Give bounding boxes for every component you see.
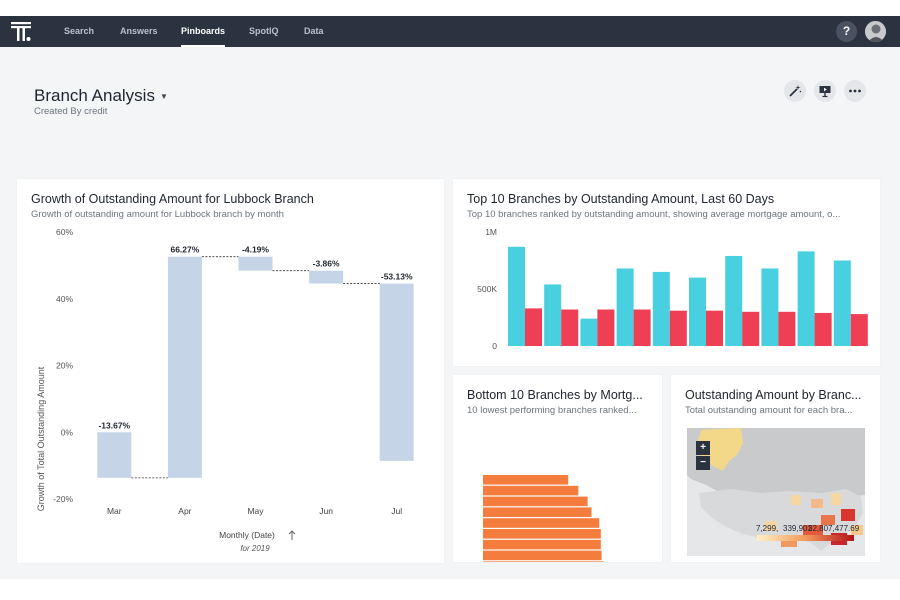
x-tick-label: Jun	[319, 506, 333, 516]
bar	[525, 308, 542, 346]
bar	[616, 268, 634, 346]
data-label: 66.27%	[170, 245, 199, 255]
y-tick-label: 20%	[56, 361, 73, 371]
y-tick-label: 0%	[61, 427, 74, 437]
map-legend-max: 32,807,477.69	[808, 524, 860, 533]
state-region	[791, 495, 801, 505]
bar	[483, 518, 600, 528]
bar	[742, 311, 760, 346]
y-tick-label: 0	[492, 341, 497, 351]
waterfall-bar	[379, 283, 414, 461]
nav-item-pinboards[interactable]: Pinboards	[181, 16, 226, 47]
data-label: -3.86%	[313, 259, 340, 269]
bar	[725, 255, 743, 346]
zoom-in-button[interactable]: +	[696, 441, 710, 455]
bar	[706, 310, 723, 346]
state-region	[851, 525, 863, 535]
bar	[561, 309, 579, 346]
bar	[483, 475, 569, 485]
x-tick-label: Jul	[391, 506, 402, 516]
bar	[483, 529, 601, 539]
y-tick-label: 40%	[56, 294, 73, 304]
nav-item-data[interactable]: Data	[304, 26, 324, 36]
bar	[483, 561, 604, 562]
state-region	[811, 499, 823, 508]
sort-arrow-icon[interactable]	[288, 530, 296, 540]
avatar[interactable]	[865, 21, 886, 42]
bar	[483, 550, 602, 561]
help-button[interactable]: ?	[836, 21, 857, 42]
x-axis-sublabel: for 2019	[240, 544, 270, 553]
top10-bar-chart[interactable]: 0 500K 1M	[453, 179, 880, 366]
bar	[597, 309, 615, 346]
x-tick-label: Mar	[107, 506, 122, 516]
created-by-label: Created By credit	[34, 106, 108, 117]
waterfall-bar	[238, 256, 273, 271]
state-region	[841, 509, 855, 521]
more-icon	[849, 89, 861, 93]
bar	[483, 496, 588, 507]
map-legend-mid: 339,901	[783, 524, 812, 533]
waterfall-chart[interactable]: Growth of Total Outstanding Amount Month…	[17, 179, 444, 563]
bar	[652, 271, 670, 346]
x-tick-label: Apr	[178, 506, 191, 516]
top10-branches-card[interactable]: Top 10 Branches by Outstanding Amount, L…	[453, 179, 880, 366]
present-button[interactable]	[814, 80, 836, 102]
waterfall-bar	[97, 432, 132, 478]
x-tick-label: May	[247, 506, 264, 516]
spotiq-analyze-button[interactable]	[784, 80, 806, 102]
y-tick-label: 1M	[485, 227, 497, 237]
thoughtspot-logo-icon[interactable]	[11, 21, 31, 42]
waterfall-bar	[167, 256, 202, 478]
chevron-down-icon[interactable]: ▼	[160, 92, 168, 101]
bar	[483, 507, 592, 517]
bar	[850, 314, 868, 346]
map-legend-gradient	[757, 535, 854, 541]
state-region	[831, 493, 841, 505]
pinboard-page: Branch Analysis ▼ Created By credit Grow…	[0, 47, 900, 579]
more-options-button[interactable]	[844, 80, 866, 102]
data-label: -53.13%	[381, 272, 413, 282]
y-tick-label: 500K	[477, 284, 497, 294]
state-region	[765, 521, 777, 531]
bar	[580, 318, 598, 346]
state-region	[821, 515, 835, 525]
waterfall-chart-card[interactable]: Growth of Outstanding Amount for Lubbock…	[17, 179, 444, 563]
nav-item-answers[interactable]: Answers	[120, 26, 158, 36]
outstanding-map-card[interactable]: Outstanding Amount by Branc... Total out…	[671, 375, 880, 562]
bar	[483, 485, 579, 496]
waterfall-bar	[309, 270, 344, 284]
y-tick-label: 60%	[56, 227, 73, 237]
bottom10-bar-chart[interactable]: 05M10M15M20M	[453, 375, 662, 562]
top-margin	[0, 0, 900, 16]
bar	[689, 277, 706, 346]
y-tick-label: -20%	[53, 494, 73, 504]
bar	[814, 312, 832, 346]
bar	[544, 284, 562, 346]
data-label: -13.67%	[98, 420, 130, 430]
bar	[797, 251, 815, 346]
map-legend-min: 7,299,	[756, 524, 778, 533]
bottom-margin	[0, 579, 900, 600]
bar	[483, 539, 601, 550]
bar	[778, 311, 796, 346]
top-nav-bar: Search Answers Pinboards SpotIQ Data ?	[0, 16, 900, 47]
nav-item-spotiq[interactable]: SpotIQ	[249, 26, 279, 36]
data-label: -4.19%	[242, 245, 269, 255]
user-avatar-icon	[865, 21, 886, 42]
choropleth-map[interactable]: 7,299, 339,901 32,807,477.69	[671, 375, 880, 562]
page-title[interactable]: Branch Analysis	[34, 86, 155, 105]
present-icon	[819, 86, 831, 98]
x-axis-label: Monthly (Date)	[219, 530, 275, 540]
bar	[761, 268, 779, 346]
zoom-out-button[interactable]: −	[696, 456, 710, 470]
bar	[633, 309, 651, 346]
bar	[833, 260, 851, 346]
bar	[669, 310, 687, 346]
bottom10-branches-card[interactable]: Bottom 10 Branches by Mortg... 10 lowest…	[453, 375, 662, 562]
y-axis-label: Growth of Total Outstanding Amount	[36, 366, 46, 511]
nav-item-search[interactable]: Search	[64, 26, 95, 36]
magic-wand-icon	[789, 85, 802, 97]
bar	[508, 246, 525, 346]
